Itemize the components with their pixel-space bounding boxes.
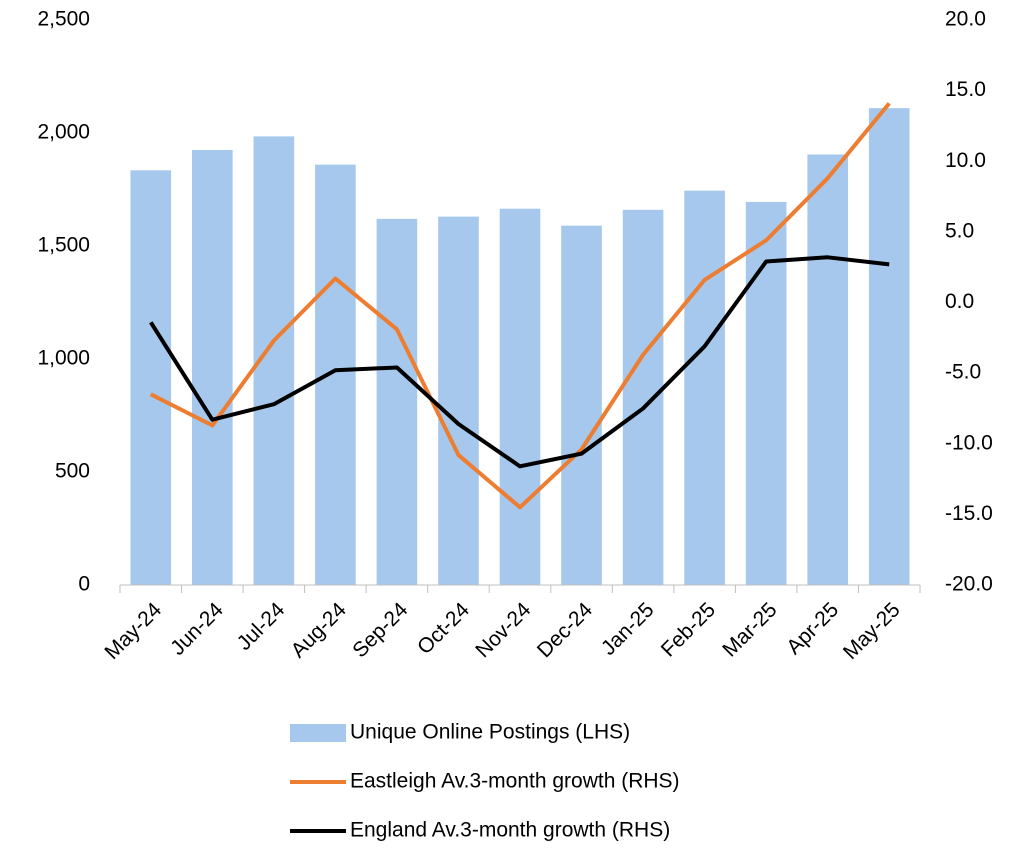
bar: [745, 201, 787, 585]
x-tick-label: May-24: [100, 598, 166, 664]
y2-tick-label: -20.0: [945, 573, 993, 596]
y2-tick-label: 0.0: [945, 290, 974, 313]
y-tick-label: 0: [78, 573, 90, 596]
bar: [807, 154, 848, 585]
x-tick-label: Aug-24: [287, 598, 351, 662]
y2-tick-label: 5.0: [945, 219, 974, 242]
legend-label: Eastleigh Av.3-month growth (RHS): [350, 770, 680, 793]
x-tick-label: Oct-24: [413, 598, 474, 659]
y-tick-label: 1,500: [37, 234, 90, 257]
y-tick-label: 2,000: [37, 121, 90, 144]
bar: [192, 149, 233, 585]
y2-tick-label: 10.0: [945, 149, 986, 172]
y-tick-label: 2,500: [37, 8, 90, 31]
bar: [130, 170, 172, 586]
bar: [868, 108, 910, 585]
x-tick-label: Jan-25: [597, 598, 659, 660]
x-tick-label: Dec-24: [533, 598, 597, 662]
x-tick-label: Nov-24: [471, 598, 535, 662]
legend-label: Unique Online Postings (LHS): [350, 721, 630, 744]
line: [149, 102, 891, 510]
y-tick-label: 500: [55, 460, 90, 483]
x-tick-label: Apr-25: [782, 598, 843, 659]
y2-tick-label: -10.0: [945, 431, 993, 454]
bar: [315, 164, 356, 585]
bar: [376, 218, 418, 585]
bar: [499, 208, 541, 585]
x-tick-label: Sep-24: [348, 598, 412, 662]
y2-tick-label: 20.0: [945, 8, 986, 31]
bar: [684, 190, 725, 585]
legend-label: England Av.3-month growth (RHS): [350, 819, 670, 842]
line: [149, 255, 890, 469]
bar: [622, 209, 664, 585]
x-tick-label: May-25: [839, 598, 905, 664]
x-tick-label: Feb-25: [657, 598, 720, 661]
bar: [438, 216, 479, 585]
bar: [561, 225, 602, 585]
y2-tick-label: 15.0: [945, 78, 986, 101]
x-tick-label: Jun-24: [166, 598, 228, 660]
x-tick-label: Mar-25: [718, 598, 781, 661]
x-tick-label: Jul-24: [233, 598, 290, 655]
y2-tick-label: -5.0: [945, 361, 981, 384]
y-tick-label: 1,000: [37, 347, 90, 370]
legend-swatch: [290, 724, 346, 742]
y2-tick-label: -15.0: [945, 502, 993, 525]
